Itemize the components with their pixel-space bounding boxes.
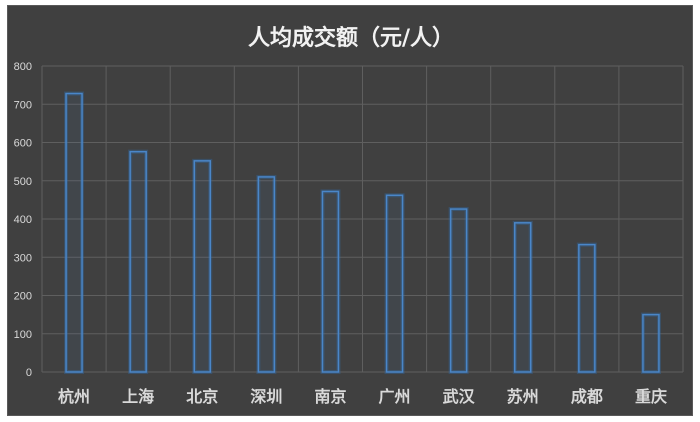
bar-武汉 xyxy=(449,208,468,373)
bar-上海 xyxy=(129,150,147,373)
chart-title: 人均成交额（元/人） xyxy=(247,26,455,51)
y-tick-label-500: 500 xyxy=(14,176,32,188)
x-tick-label-杭州: 杭州 xyxy=(58,387,90,406)
x-tick-label-苏州: 苏州 xyxy=(507,387,539,406)
y-tick-label-700: 700 xyxy=(14,99,32,111)
x-tick-label-广州: 广州 xyxy=(379,387,411,406)
x-tick-label-南京: 南京 xyxy=(314,387,346,406)
y-tick-label-600: 600 xyxy=(14,138,32,150)
x-tick-label-深圳: 深圳 xyxy=(250,387,282,406)
y-tick-label-0: 0 xyxy=(26,367,32,379)
y-tick-label-400: 400 xyxy=(14,214,32,226)
bar-成都 xyxy=(578,243,596,373)
y-tick-label-300: 300 xyxy=(14,252,32,264)
y-tick-label-200: 200 xyxy=(14,291,32,303)
bar-杭州 xyxy=(65,92,83,373)
chart-frame: 人均成交额（元/人） 0 100 200 300 400 500 600 700 800 杭州 上海… xyxy=(7,5,693,416)
bar-chart: 0 100 200 300 400 500 600 700 800 杭州 上海 北京 深圳 南京 广州 武汉 苏… xyxy=(14,61,684,406)
x-tick-label-上海: 上海 xyxy=(122,387,154,406)
y-tick-label-800: 800 xyxy=(14,61,32,73)
bar-南京 xyxy=(321,190,340,373)
bar-广州 xyxy=(385,194,404,373)
x-tick-label-重庆: 重庆 xyxy=(635,387,667,406)
bar-苏州 xyxy=(514,222,532,373)
x-tick-label-武汉: 武汉 xyxy=(443,387,476,406)
bar-重庆 xyxy=(642,313,660,373)
x-tick-label-成都: 成都 xyxy=(571,387,603,406)
x-tick-label-北京: 北京 xyxy=(186,387,218,406)
y-tick-label-100: 100 xyxy=(14,329,32,341)
bar-北京 xyxy=(193,160,211,373)
bar-深圳 xyxy=(257,176,276,373)
